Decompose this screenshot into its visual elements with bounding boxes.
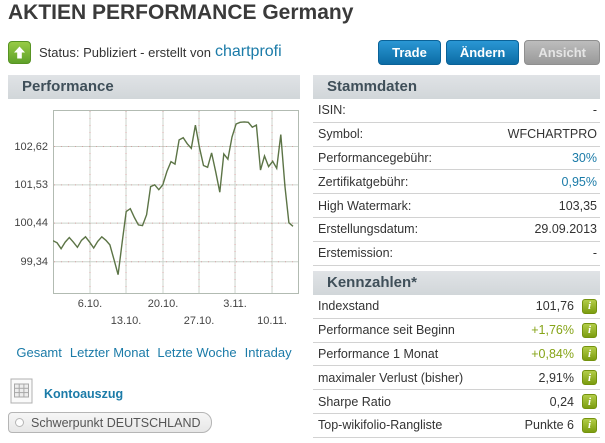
chart-plot-area: [53, 110, 299, 294]
row-label: Erstemission:: [318, 246, 394, 261]
row-value: WFCHARTPRO: [507, 127, 597, 142]
y-axis-tick-label: 100,44: [14, 217, 48, 230]
account-statement-icon: [10, 378, 33, 409]
row-label: Top-wikifolio-Rangliste: [318, 418, 443, 433]
table-row: Erstemission: -: [313, 242, 600, 266]
row-value: 103,35: [558, 198, 597, 213]
info-icon[interactable]: i: [582, 322, 597, 338]
table-row: High Watermark: 103,35: [313, 194, 600, 218]
x-axis-tick-label: 13.10.: [110, 315, 142, 327]
range-link-letzter-monat[interactable]: Letzter Monat: [69, 345, 150, 360]
row-label: Erstellungsdatum:: [318, 222, 419, 237]
x-axis-tick-label: 20.10.: [147, 298, 179, 310]
range-link-intraday[interactable]: Intraday: [244, 345, 292, 360]
focus-tag-label: Schwerpunkt DEUTSCHLAND: [31, 415, 201, 430]
row-value: 2,91%: [538, 370, 574, 385]
row-value[interactable]: 0,95%: [561, 174, 597, 189]
y-axis-tick-label: 102,62: [14, 140, 48, 153]
aendern-button[interactable]: Ändern: [445, 40, 520, 65]
table-row: Performancegebühr: 30%: [313, 147, 600, 171]
x-axis-tick-label: 6.10.: [77, 298, 103, 310]
info-icon[interactable]: i: [582, 370, 597, 386]
row-value: +1,76%: [531, 323, 574, 338]
row-value: Punkte 6: [524, 418, 574, 433]
table-row: Top-wikifolio-Rangliste Punkte 6 i: [313, 414, 600, 438]
table-row: Sharpe Ratio 0,24 i: [313, 390, 600, 414]
y-axis-tick-label: 99,34: [20, 255, 48, 268]
focus-tag[interactable]: Schwerpunkt DEUTSCHLAND: [8, 412, 212, 433]
row-label: High Watermark:: [318, 198, 412, 213]
status-bar: Status: Publiziert - erstellt von chartp…: [8, 39, 282, 65]
row-label: Zertifikatgebühr:: [318, 174, 409, 189]
stammdaten-panel-header: Stammdaten: [313, 75, 600, 99]
row-value: 101,76: [535, 299, 574, 314]
up-arrow-icon: [8, 40, 31, 64]
author-link[interactable]: chartprofi: [214, 43, 282, 60]
range-link-letzte-woche[interactable]: Letzte Woche: [157, 345, 237, 360]
row-value[interactable]: 30%: [571, 150, 597, 165]
stammdaten-table: ISIN: - Symbol: WFCHARTPRO Performancegebühr…: [313, 99, 600, 266]
chart-range-links: Gesamt Letzter Monat Letzte Woche Intraday: [8, 345, 300, 360]
trade-button[interactable]: Trade: [378, 40, 441, 65]
action-buttons: Trade Ändern Ansicht: [378, 40, 600, 65]
table-row: Indexstand 101,76 i: [313, 295, 600, 319]
table-row: Symbol: WFCHARTPRO: [313, 123, 600, 147]
row-label: Symbol:: [318, 127, 364, 142]
table-row: Performance seit Beginn +1,76% i: [313, 319, 600, 343]
range-link-gesamt[interactable]: Gesamt: [16, 345, 62, 360]
row-label: maximaler Verlust (bisher): [318, 370, 464, 385]
x-axis-tick-label: 27.10.: [183, 315, 215, 327]
info-icon[interactable]: i: [582, 298, 597, 314]
status-text: Status: Publiziert - erstellt von: [39, 44, 211, 60]
ansicht-button[interactable]: Ansicht: [524, 40, 600, 65]
kennzahlen-panel-header: Kennzahlen*: [313, 271, 600, 295]
x-axis-tick-label: 10.11.: [257, 315, 287, 327]
row-label: Performancegebühr:: [318, 150, 432, 165]
row-value: +0,84%: [531, 346, 574, 361]
row-value: -: [592, 246, 597, 261]
x-axis-tick-label: 3.11.: [223, 298, 247, 310]
row-label: Performance seit Beginn: [318, 323, 455, 338]
tag-hole-icon: [15, 418, 24, 427]
row-label: Sharpe Ratio: [318, 394, 391, 409]
row-value: -: [592, 103, 597, 118]
row-label: Indexstand: [318, 299, 380, 314]
info-icon[interactable]: i: [582, 346, 597, 362]
row-value: 0,24: [549, 394, 574, 409]
page-title: AKTIEN PERFORMANCE Germany: [8, 1, 354, 24]
performance-line-series: [53, 121, 294, 275]
row-label: ISIN:: [318, 103, 346, 118]
table-row: ISIN: -: [313, 99, 600, 123]
table-row: Erstellungsdatum: 29.09.2013: [313, 218, 600, 242]
performance-chart: 102,62 101,53 100,44 99,34 6.10. 13.10. 20.10…: [0, 99, 305, 334]
info-icon[interactable]: i: [582, 394, 597, 410]
kennzahlen-table: Indexstand 101,76 i Performance seit Beginn…: [313, 295, 600, 438]
kontoauszug-label: Kontoauszug: [44, 386, 124, 401]
table-row: maximaler Verlust (bisher) 2,91% i: [313, 366, 600, 391]
performance-panel-header: Performance: [8, 75, 300, 99]
row-value: 29.09.2013: [534, 222, 597, 237]
table-row: Performance 1 Monat +0,84% i: [313, 343, 600, 367]
row-label: Performance 1 Monat: [318, 346, 439, 361]
y-axis-tick-label: 101,53: [14, 178, 48, 191]
info-icon[interactable]: i: [582, 417, 597, 433]
kontoauszug-link[interactable]: Kontoauszug: [10, 378, 123, 409]
table-row: Zertifikatgebühr: 0,95%: [313, 170, 600, 195]
